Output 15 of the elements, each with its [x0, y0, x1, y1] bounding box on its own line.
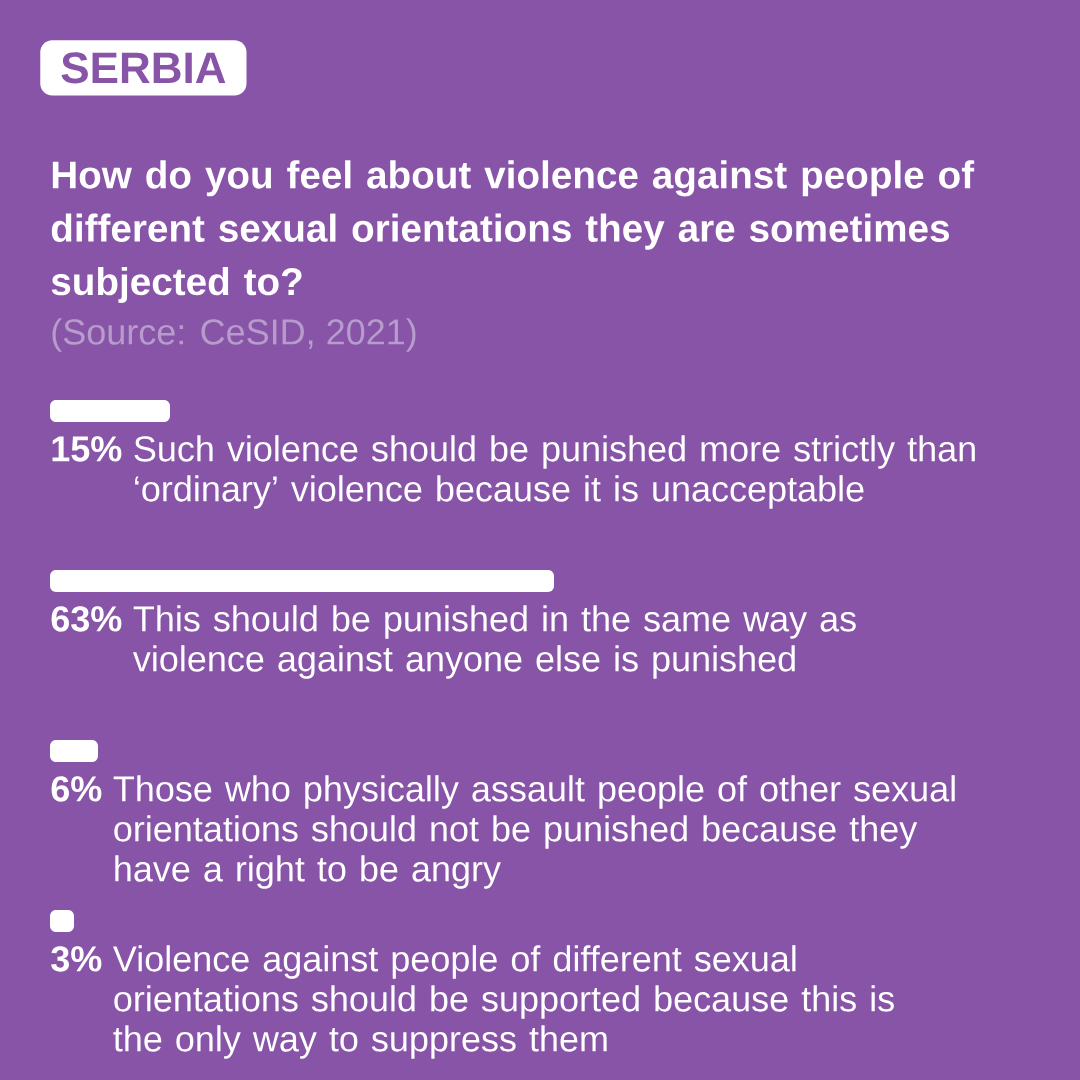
bar: [50, 910, 74, 933]
data-label: 15%: [52, 436, 122, 462]
chart-title: SERBIA: [61, 52, 226, 84]
y-tick-label: This should be punished in the same way as violence against anyone else is punished: [132, 605, 856, 679]
y-tick-label: Such violence should be punished more strictly than ‘ordinary’ violence because it is unacceptable: [134, 435, 975, 509]
data-label: 63%: [51, 606, 122, 632]
bar: [50, 570, 554, 593]
text: (Source: CeSID, 2021): [52, 318, 416, 352]
bar: [50, 400, 170, 423]
data-label: 6%: [51, 776, 102, 802]
y-tick-label: Those who physically assault people of other sexual orientations should not be punished because they have a right to be angry: [113, 775, 955, 889]
bar: [50, 740, 98, 763]
data-label: 3%: [51, 946, 102, 972]
y-tick-label: Violence against people of different sexual orientations should be supported because this is the only way to suppress them: [113, 945, 894, 1059]
chart-subtitle: How do you feel about violence against people of different sexual orientations they are sometimes subjected to?: [51, 160, 975, 303]
